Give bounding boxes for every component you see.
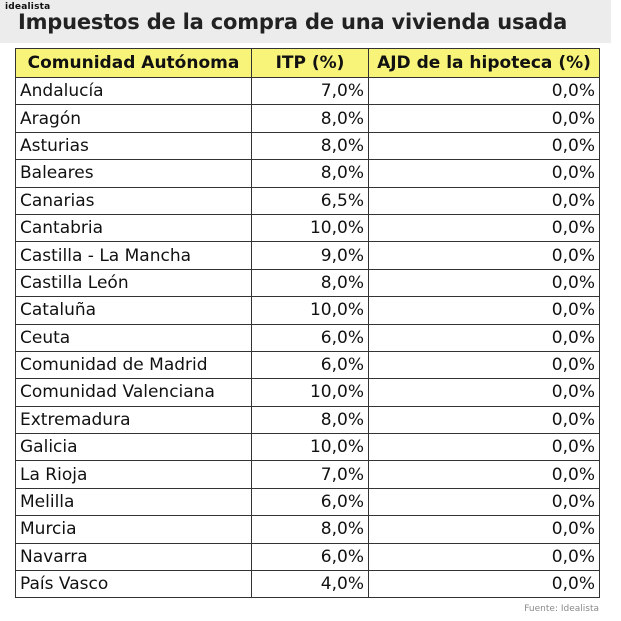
cell-ajd: 0,0% <box>368 378 600 407</box>
cell-region: País Vasco <box>15 570 252 599</box>
cell-itp: 6,0% <box>251 542 369 572</box>
cell-itp: 8,0% <box>251 159 369 188</box>
table-row: Ceuta 6,0% 0,0% <box>15 323 600 352</box>
cell-region: Extremadura <box>15 405 252 435</box>
title-band: idealista Impuestos de la compra de una … <box>0 0 611 43</box>
cell-ajd: 0,0% <box>368 433 600 462</box>
cell-region: Canarias <box>15 186 252 215</box>
cell-itp: 8,0% <box>251 131 369 161</box>
brand-logo: idealista <box>5 2 51 12</box>
cell-itp: 8,0% <box>251 268 369 298</box>
cell-itp: 6,5% <box>251 186 369 215</box>
cell-itp: 7,0% <box>251 76 369 106</box>
cell-itp: 8,0% <box>251 104 369 133</box>
cell-ajd: 0,0% <box>368 213 600 243</box>
cell-ajd: 0,0% <box>368 296 600 325</box>
cell-region: Navarra <box>15 542 252 572</box>
table-row: Murcia 8,0% 0,0% <box>15 515 600 544</box>
cell-itp: 9,0% <box>251 241 369 270</box>
cell-itp: 7,0% <box>251 460 369 489</box>
table-row: Cantabria 10,0% 0,0% <box>15 213 600 243</box>
cell-ajd: 0,0% <box>368 350 600 380</box>
table-row: Extremadura 8,0% 0,0% <box>15 405 600 435</box>
cell-ajd: 0,0% <box>368 76 600 106</box>
table-row: Navarra 6,0% 0,0% <box>15 542 600 572</box>
table-row: Asturias 8,0% 0,0% <box>15 131 600 161</box>
cell-itp: 10,0% <box>251 213 369 243</box>
cell-itp: 10,0% <box>251 378 369 407</box>
cell-region: Ceuta <box>15 323 252 352</box>
cell-itp: 8,0% <box>251 515 369 544</box>
cell-region: Cantabria <box>15 213 252 243</box>
cell-ajd: 0,0% <box>368 542 600 572</box>
cell-itp: 10,0% <box>251 433 369 462</box>
table-row: País Vasco 4,0% 0,0% <box>15 570 600 599</box>
table-row: Baleares 8,0% 0,0% <box>15 159 600 188</box>
cell-itp: 6,0% <box>251 323 369 352</box>
cell-itp: 6,0% <box>251 487 369 517</box>
table-row: Andalucía 7,0% 0,0% <box>15 76 600 106</box>
cell-region: Galicia <box>15 433 252 462</box>
cell-region: La Rioja <box>15 460 252 489</box>
table-row: Aragón 8,0% 0,0% <box>15 104 600 133</box>
page-title: Impuestos de la compra de una vivienda u… <box>18 10 568 34</box>
cell-region: Asturias <box>15 131 252 161</box>
table-row: Comunidad Valenciana 10,0% 0,0% <box>15 378 600 407</box>
cell-region: Murcia <box>15 515 252 544</box>
table-row: La Rioja 7,0% 0,0% <box>15 460 600 489</box>
cell-ajd: 0,0% <box>368 268 600 298</box>
cell-itp: 10,0% <box>251 296 369 325</box>
cell-region: Cataluña <box>15 296 252 325</box>
table-header-row: Comunidad Autónoma ITP (%) AJD de la hip… <box>15 48 600 78</box>
cell-region: Melilla <box>15 487 252 517</box>
table-row: Melilla 6,0% 0,0% <box>15 487 600 517</box>
table-row: Canarias 6,5% 0,0% <box>15 186 600 215</box>
cell-ajd: 0,0% <box>368 323 600 352</box>
cell-itp: 4,0% <box>251 570 369 599</box>
cell-itp: 8,0% <box>251 405 369 435</box>
table-row: Galicia 10,0% 0,0% <box>15 433 600 462</box>
cell-region: Aragón <box>15 104 252 133</box>
cell-ajd: 0,0% <box>368 460 600 489</box>
cell-ajd: 0,0% <box>368 131 600 161</box>
cell-ajd: 0,0% <box>368 241 600 270</box>
cell-ajd: 0,0% <box>368 487 600 517</box>
cell-region: Andalucía <box>15 76 252 106</box>
table-row: Castilla - La Mancha 9,0% 0,0% <box>15 241 600 270</box>
column-header-region: Comunidad Autónoma <box>15 48 252 78</box>
cell-ajd: 0,0% <box>368 405 600 435</box>
cell-region: Castilla - La Mancha <box>15 241 252 270</box>
table-row: Cataluña 10,0% 0,0% <box>15 296 600 325</box>
cell-itp: 6,0% <box>251 350 369 380</box>
tax-table: Comunidad Autónoma ITP (%) AJD de la hip… <box>15 48 600 599</box>
cell-region: Castilla León <box>15 268 252 298</box>
cell-ajd: 0,0% <box>368 570 600 599</box>
cell-ajd: 0,0% <box>368 515 600 544</box>
cell-region: Baleares <box>15 159 252 188</box>
column-header-ajd: AJD de la hipoteca (%) <box>368 48 600 78</box>
column-header-itp: ITP (%) <box>251 48 369 78</box>
cell-region: Comunidad de Madrid <box>15 350 252 380</box>
cell-ajd: 0,0% <box>368 186 600 215</box>
cell-ajd: 0,0% <box>368 159 600 188</box>
cell-ajd: 0,0% <box>368 104 600 133</box>
cell-region: Comunidad Valenciana <box>15 378 252 407</box>
table-row: Castilla León 8,0% 0,0% <box>15 268 600 298</box>
table-body: Andalucía 7,0% 0,0% Aragón 8,0% 0,0% Asturias 8… <box>15 76 600 599</box>
table-row: Comunidad de Madrid 6,0% 0,0% <box>15 350 600 380</box>
source-note: Fuente: Idealista <box>524 604 599 614</box>
